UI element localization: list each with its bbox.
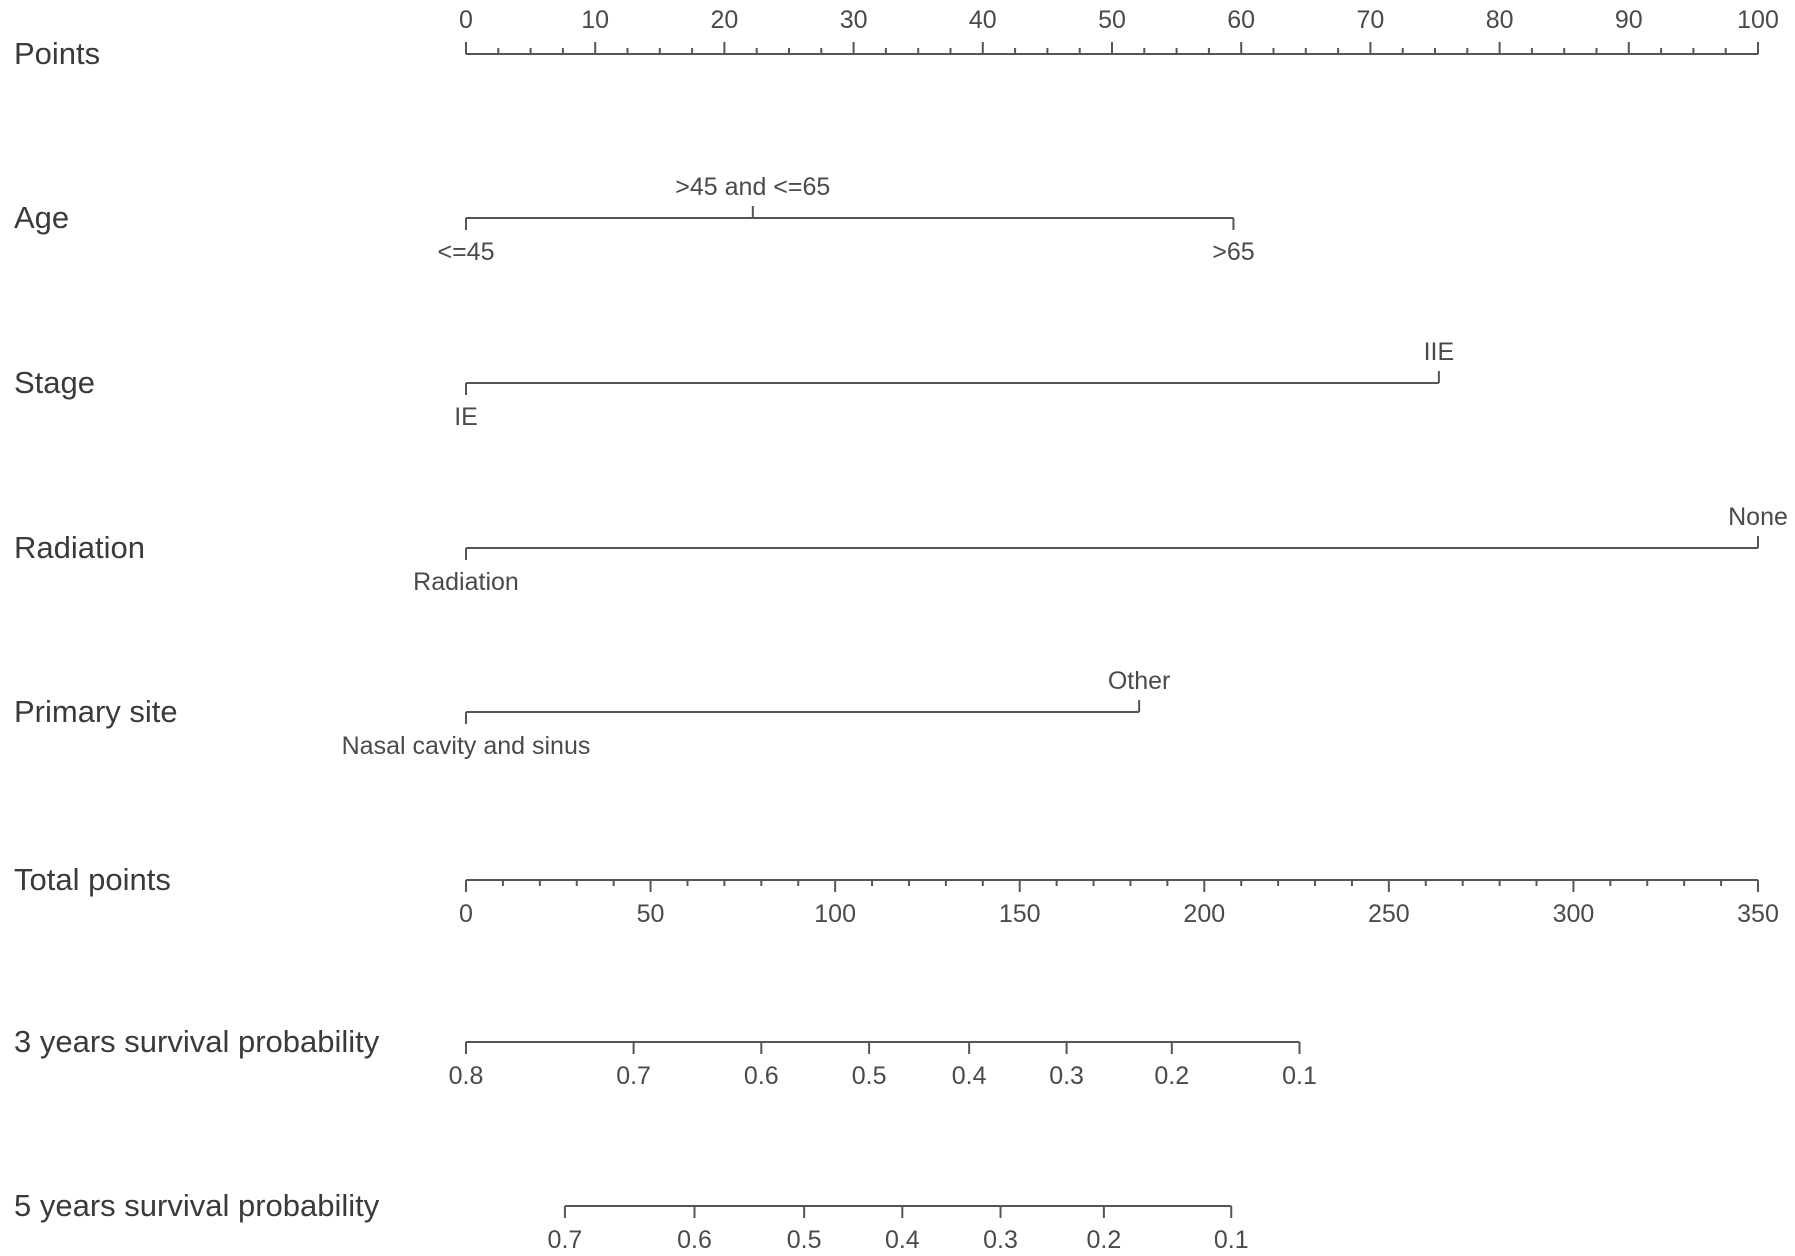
row-label-3-years-survival-probability: 3 years survival probability xyxy=(14,1024,380,1059)
prob-label-0-8: 0.8 xyxy=(449,1062,484,1090)
tick-label-0: 0 xyxy=(459,6,473,34)
tick-label-250: 250 xyxy=(1368,900,1410,928)
row-radiation: Radiation Radiation None xyxy=(14,503,1788,596)
prob-label-0-6: 0.6 xyxy=(677,1226,712,1254)
level-label-iie: IIE xyxy=(1424,338,1455,366)
tick-label-50: 50 xyxy=(637,900,665,928)
row-label-points: Points xyxy=(14,36,100,71)
tick-label-70: 70 xyxy=(1356,6,1384,34)
level-label-65: >65 xyxy=(1212,238,1254,266)
tick-label-60: 60 xyxy=(1227,6,1255,34)
row-5-years-survival-probability: 5 years survival probability 0.7 0.6 0.5 0.4… xyxy=(14,1188,1249,1254)
tick-label-40: 40 xyxy=(969,6,997,34)
row-label-5-years-survival-probability: 5 years survival probability xyxy=(14,1188,380,1223)
level-label-none: None xyxy=(1728,503,1788,531)
tick-label-80: 80 xyxy=(1486,6,1514,34)
prob-label-0-7: 0.7 xyxy=(616,1062,651,1090)
level-label-nasal-cavity-and-sinus: Nasal cavity and sinus xyxy=(342,732,591,760)
row-3-years-survival-probability: 3 years survival probability 0.8 0.7 0.6 0.5… xyxy=(14,1024,1317,1090)
row-primary-site: Primary site Nasal cavity and sinus Other xyxy=(14,667,1170,760)
tick-label-90: 90 xyxy=(1615,6,1643,34)
tick-label-300: 300 xyxy=(1553,900,1595,928)
tick-label-50: 50 xyxy=(1098,6,1126,34)
tick-label-10: 10 xyxy=(581,6,609,34)
prob-label-0-3: 0.3 xyxy=(983,1226,1018,1254)
tick-label-100: 100 xyxy=(814,900,856,928)
level-label-ie: IE xyxy=(454,403,478,431)
tick-label-20: 20 xyxy=(710,6,738,34)
row-label-total-points: Total points xyxy=(14,862,171,897)
row-stage: Stage IE IIE xyxy=(14,338,1454,431)
prob-label-0-2: 0.2 xyxy=(1086,1226,1121,1254)
level-label-45: <=45 xyxy=(437,238,494,266)
level-label-other: Other xyxy=(1108,667,1171,695)
tick-label-100: 100 xyxy=(1737,6,1779,34)
tick-label-0: 0 xyxy=(459,900,473,928)
row-label-stage: Stage xyxy=(14,365,95,400)
prob-label-0-1: 0.1 xyxy=(1214,1226,1249,1254)
prob-label-0-5: 0.5 xyxy=(787,1226,822,1254)
tick-label-200: 200 xyxy=(1183,900,1225,928)
tick-label-30: 30 xyxy=(840,6,868,34)
level-label-radiation: Radiation xyxy=(413,568,519,596)
row-label-age: Age xyxy=(14,200,69,235)
prob-label-0-4: 0.4 xyxy=(885,1226,920,1254)
tick-label-350: 350 xyxy=(1737,900,1779,928)
row-total-points: Total points 0 50 100 150 200 250 300 350 xyxy=(14,862,1779,928)
row-points: Points 0 10 20 30 40 50 60 70 80 90 100 xyxy=(14,6,1779,71)
row-label-radiation: Radiation xyxy=(14,530,145,565)
prob-label-0-6: 0.6 xyxy=(744,1062,779,1090)
prob-label-0-3: 0.3 xyxy=(1049,1062,1084,1090)
tick-label-150: 150 xyxy=(999,900,1041,928)
prob-label-0-5: 0.5 xyxy=(852,1062,887,1090)
prob-label-0-2: 0.2 xyxy=(1154,1062,1189,1090)
row-age: Age <=45 >45 and <=65 >65 xyxy=(14,173,1255,266)
level-label-45-and-65: >45 and <=65 xyxy=(675,173,830,201)
prob-label-0-4: 0.4 xyxy=(952,1062,987,1090)
prob-label-0-1: 0.1 xyxy=(1282,1062,1317,1090)
row-label-primary-site: Primary site xyxy=(14,694,178,729)
prob-label-0-7: 0.7 xyxy=(548,1226,583,1254)
